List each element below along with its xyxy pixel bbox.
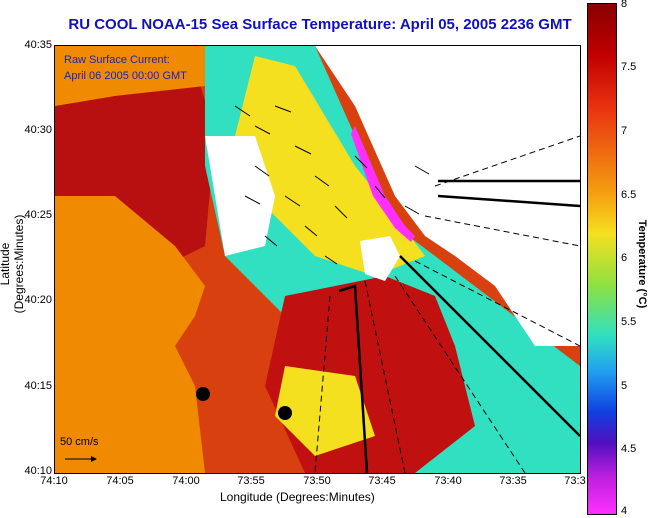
x-tick: 74:10 (40, 475, 68, 487)
colorbar-tick: 6.5 (621, 189, 637, 201)
x-tick: 73:50 (303, 475, 331, 487)
x-tick: 74:00 (172, 475, 200, 487)
y-tick: 40:10 (24, 465, 52, 477)
yellow-water-patch-south (275, 366, 375, 456)
buoy-marker (196, 387, 210, 401)
land-region-nj (55, 196, 205, 473)
y-tick: 40:35 (24, 39, 52, 51)
x-tick: 74:05 (106, 475, 134, 487)
cloud-mask-west (205, 136, 275, 256)
x-tick: 73:35 (499, 475, 527, 487)
shipping-lanes (314, 135, 580, 473)
colorbar-tick: 7 (621, 125, 628, 137)
colorbar-label: Temperature (°C) (636, 219, 648, 309)
y-axis-label: Latitude (Degrees:Minutes) (0, 214, 26, 314)
scale-label: 50 cm/s (60, 436, 99, 448)
colorbar-tick: 5 (621, 380, 628, 392)
buoy-marker (278, 406, 292, 420)
colorbar-tick: 7.5 (621, 61, 637, 73)
legend-line-1: Raw Surface Current: (64, 54, 170, 66)
y-tick: 40:30 (24, 124, 52, 136)
sst-map[interactable] (54, 45, 581, 474)
x-tick: 73:45 (368, 475, 396, 487)
x-axis-label: Longitude (Degrees:Minutes) (220, 490, 375, 504)
y-tick: 40:20 (24, 294, 52, 306)
x-tick: 73:55 (237, 475, 265, 487)
sst-map-canvas (55, 46, 580, 473)
transect-lines (338, 179, 580, 473)
colorbar-tick: 6 (621, 252, 628, 264)
colorbar-tick: 4 (621, 505, 628, 517)
magenta-edge (351, 126, 415, 242)
colorbar-tick: 4.5 (621, 443, 637, 455)
cloud-mask-small (360, 236, 400, 281)
x-tick: 73:3 (564, 475, 586, 487)
colorbar-tick: 8 (621, 0, 628, 10)
y-tick: 40:25 (24, 209, 52, 221)
y-tick: 40:15 (24, 380, 52, 392)
colorbar-tick: 5.5 (621, 316, 637, 328)
legend-line-2: April 06 2005 00:00 GMT (64, 70, 187, 82)
map-title: RU COOL NOAA-15 Sea Surface Temperature:… (68, 16, 572, 33)
current-vectors (234, 105, 430, 265)
scale-arrow-head (91, 456, 97, 462)
yellow-water-band (235, 56, 425, 276)
x-tick: 73:40 (434, 475, 462, 487)
temperature-colorbar (587, 3, 617, 515)
land-region-north (55, 46, 215, 106)
